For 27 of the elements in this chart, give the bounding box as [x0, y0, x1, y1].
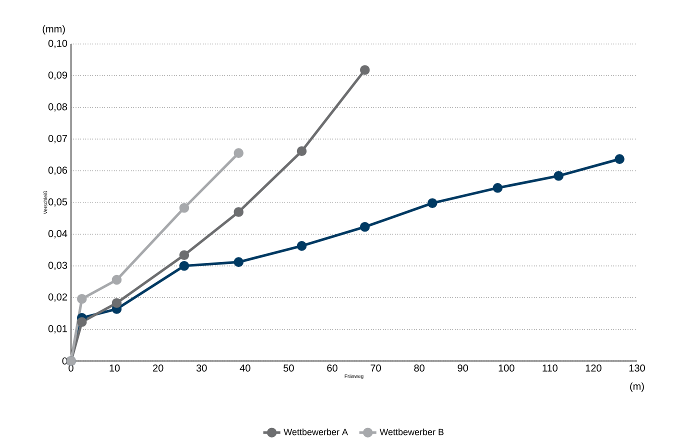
y-tick-label: 0,09 [48, 72, 68, 80]
x-tick-label: 20 [153, 364, 164, 372]
y-tick-label: 0,10 [48, 40, 68, 48]
x-tick-label: 90 [458, 364, 468, 372]
text: (m) [630, 382, 644, 392]
y-tick-label: 0,08 [48, 103, 68, 112]
x-tick-label: 110 [542, 364, 558, 372]
y-tick-label: 0,03 [48, 262, 68, 270]
y-tick-label: 0,01 [48, 325, 67, 334]
y-tick-label: 0,02 [48, 293, 67, 302]
y-tick-label: 0,07 [48, 134, 67, 144]
x-tick-label: 70 [370, 364, 381, 372]
x-tick-label: 40 [240, 364, 250, 372]
x-tick-label: 130 [629, 364, 645, 372]
x-tick-label: 80 [414, 364, 424, 372]
x-tick-label: 60 [327, 364, 338, 372]
x-tick-label: 10 [110, 364, 120, 372]
y-tick-label: 0,06 [48, 166, 68, 175]
x-tick-label: 120 [586, 364, 602, 372]
legend-label: Wettbewerber A [284, 428, 348, 436]
x-tick-label: 100 [498, 364, 514, 372]
legend-label: Wettbewerber B [380, 428, 444, 436]
x-tick-label: 30 [196, 364, 207, 372]
x-tick-label: 50 [284, 364, 294, 372]
y-tick-label: 0,04 [48, 230, 68, 238]
text: (mm) [42, 25, 65, 34]
y-tick-label: 0,05 [48, 198, 68, 207]
